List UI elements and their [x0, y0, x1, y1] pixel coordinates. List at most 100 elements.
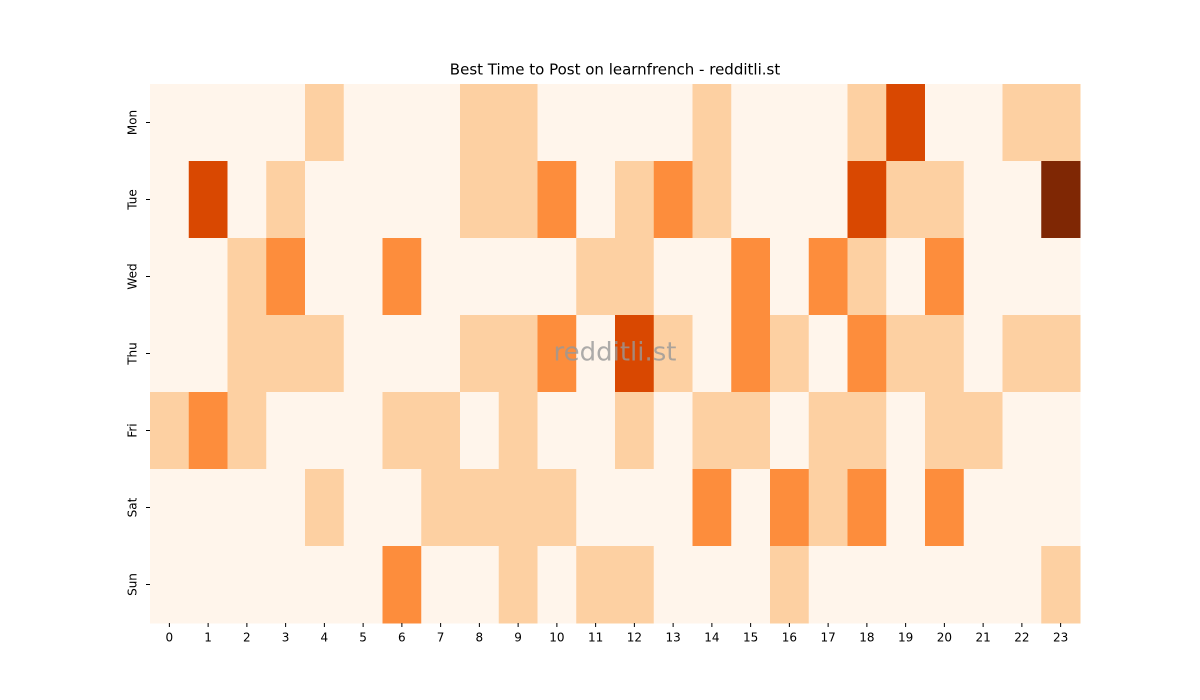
heatmap-cell	[498, 84, 538, 162]
heatmap-cell	[770, 315, 810, 393]
heatmap-cell	[343, 546, 383, 624]
heatmap-cell	[653, 315, 693, 393]
heatmap-cell	[227, 469, 267, 547]
heatmap-cell	[421, 84, 461, 162]
x-tick-label: 14	[704, 631, 719, 645]
heatmap-cell	[615, 469, 655, 547]
heatmap-cell	[731, 238, 771, 316]
x-tick-label: 6	[398, 631, 406, 645]
heatmap-cell	[1041, 84, 1081, 162]
heatmap-cell	[808, 392, 848, 470]
heatmap-cell	[847, 392, 887, 470]
heatmap-cell	[770, 161, 810, 239]
heatmap-cell	[227, 161, 267, 239]
heatmap-cell	[576, 546, 616, 624]
heatmap-cell	[692, 392, 732, 470]
heatmap-cell	[537, 161, 577, 239]
heatmap-cell	[227, 238, 267, 316]
heatmap-cell	[498, 161, 538, 239]
heatmap-cell	[227, 392, 267, 470]
heatmap-cell	[305, 469, 345, 547]
heatmap-cell	[886, 546, 926, 624]
heatmap-cell	[576, 315, 616, 393]
heatmap-cell	[963, 84, 1003, 162]
heatmap-cell	[343, 161, 383, 239]
heatmap-cell	[808, 84, 848, 162]
y-tick-label: Wed	[126, 263, 140, 289]
heatmap-cell	[498, 238, 538, 316]
heatmap-cell	[1002, 392, 1042, 470]
heatmap-cells	[150, 84, 1081, 624]
heatmap-cell	[615, 161, 655, 239]
heatmap-cell	[188, 546, 228, 624]
x-tick-label: 11	[588, 631, 603, 645]
heatmap-cell	[692, 469, 732, 547]
heatmap-cell	[963, 392, 1003, 470]
heatmap-cell	[963, 469, 1003, 547]
heatmap-cell	[1002, 315, 1042, 393]
heatmap-cell	[188, 315, 228, 393]
heatmap-cell	[576, 238, 616, 316]
heatmap-cell	[460, 392, 500, 470]
heatmap-cell	[460, 315, 500, 393]
heatmap-cell	[576, 469, 616, 547]
heatmap-cell	[615, 546, 655, 624]
heatmap-cell	[886, 315, 926, 393]
heatmap-cell	[150, 161, 190, 239]
heatmap-cell	[731, 161, 771, 239]
heatmap-cell	[460, 546, 500, 624]
heatmap-cell	[266, 84, 306, 162]
x-tick-label: 5	[359, 631, 367, 645]
y-tick-label: Thu	[126, 342, 140, 366]
heatmap-cell	[770, 84, 810, 162]
x-tick-label: 15	[743, 631, 758, 645]
heatmap-cell	[227, 84, 267, 162]
heatmap-cell	[847, 315, 887, 393]
heatmap-cell	[770, 469, 810, 547]
x-tick-label: 13	[665, 631, 680, 645]
x-tick-label: 0	[166, 631, 174, 645]
heatmap-cell	[576, 84, 616, 162]
x-tick-label: 8	[476, 631, 484, 645]
heatmap-cell	[1041, 469, 1081, 547]
heatmap-cell	[150, 392, 190, 470]
heatmap-cell	[305, 238, 345, 316]
heatmap-cell	[1002, 469, 1042, 547]
heatmap-cell	[498, 469, 538, 547]
heatmap-cell	[305, 161, 345, 239]
y-tick-label: Sat	[126, 497, 140, 517]
heatmap-cell	[1041, 392, 1081, 470]
heatmap-cell	[847, 469, 887, 547]
heatmap-cell	[576, 392, 616, 470]
heatmap-cell	[808, 238, 848, 316]
heatmap-cell	[731, 392, 771, 470]
x-tick-label: 20	[937, 631, 952, 645]
heatmap-cell	[615, 392, 655, 470]
heatmap-cell	[847, 238, 887, 316]
heatmap-cell	[537, 238, 577, 316]
heatmap-cell	[266, 315, 306, 393]
heatmap-cell	[808, 315, 848, 393]
heatmap-cell	[1002, 546, 1042, 624]
x-tick-label: 16	[782, 631, 797, 645]
heatmap-cell	[421, 469, 461, 547]
heatmap-cell	[498, 392, 538, 470]
heatmap-cell	[266, 238, 306, 316]
heatmap-cell	[770, 392, 810, 470]
heatmap-cell	[343, 469, 383, 547]
heatmap-cell	[847, 546, 887, 624]
x-tick-label: 22	[1014, 631, 1029, 645]
heatmap-cell	[537, 84, 577, 162]
heatmap-cell	[1002, 84, 1042, 162]
heatmap-cell	[653, 546, 693, 624]
x-tick-label: 10	[549, 631, 564, 645]
heatmap-cell	[808, 469, 848, 547]
heatmap-cell	[963, 315, 1003, 393]
heatmap-cell	[1041, 238, 1081, 316]
heatmap-cell	[1041, 315, 1081, 393]
heatmap-cell	[653, 469, 693, 547]
heatmap-cell	[692, 546, 732, 624]
heatmap-cell	[343, 238, 383, 316]
heatmap-cell	[150, 546, 190, 624]
